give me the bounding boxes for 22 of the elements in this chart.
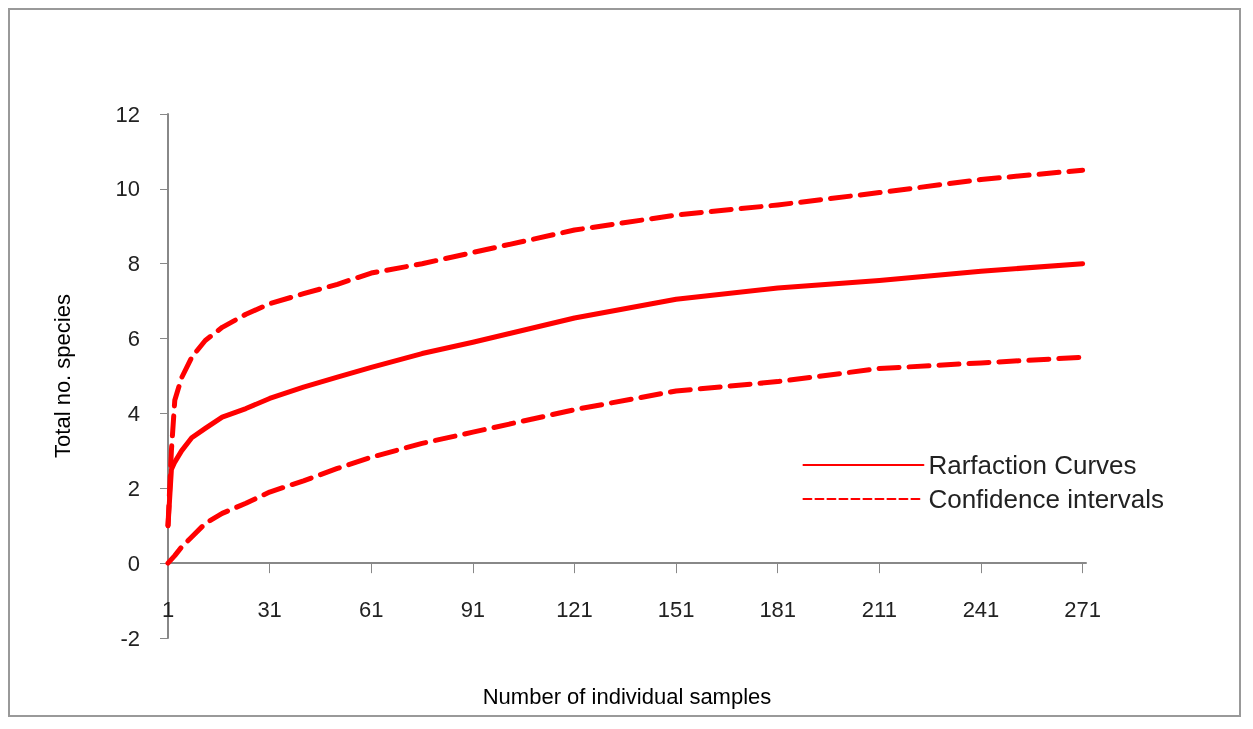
legend-label: Rarfaction Curves bbox=[928, 450, 1137, 480]
y-axis-title: Total no. species bbox=[49, 294, 75, 458]
y-tick-label: 0 bbox=[127, 550, 140, 576]
x-tick-label: 91 bbox=[460, 596, 486, 622]
y-tick-label: -2 bbox=[120, 625, 140, 651]
x-tick-label: 241 bbox=[962, 596, 1000, 622]
x-tick-label: 1 bbox=[161, 596, 175, 622]
x-tick-label: 121 bbox=[556, 596, 593, 622]
x-tick-label: 151 bbox=[657, 596, 695, 622]
y-tick-label: 2 bbox=[127, 475, 140, 501]
y-tick-label: 6 bbox=[127, 326, 140, 352]
x-tick-label: 31 bbox=[257, 596, 282, 622]
y-tick-label: 4 bbox=[127, 400, 140, 426]
x-tick-label: 211 bbox=[861, 596, 897, 622]
y-tick-label: 8 bbox=[127, 251, 140, 277]
y-tick-label: 12 bbox=[115, 101, 140, 127]
x-tick-label: 181 bbox=[759, 596, 797, 622]
y-tick-label: 10 bbox=[115, 176, 140, 202]
x-axis-title: Number of individual samples bbox=[482, 683, 772, 709]
legend-label: Confidence intervals bbox=[928, 484, 1164, 514]
x-tick-label: 61 bbox=[359, 596, 384, 622]
x-tick-label: 271 bbox=[1064, 596, 1101, 622]
